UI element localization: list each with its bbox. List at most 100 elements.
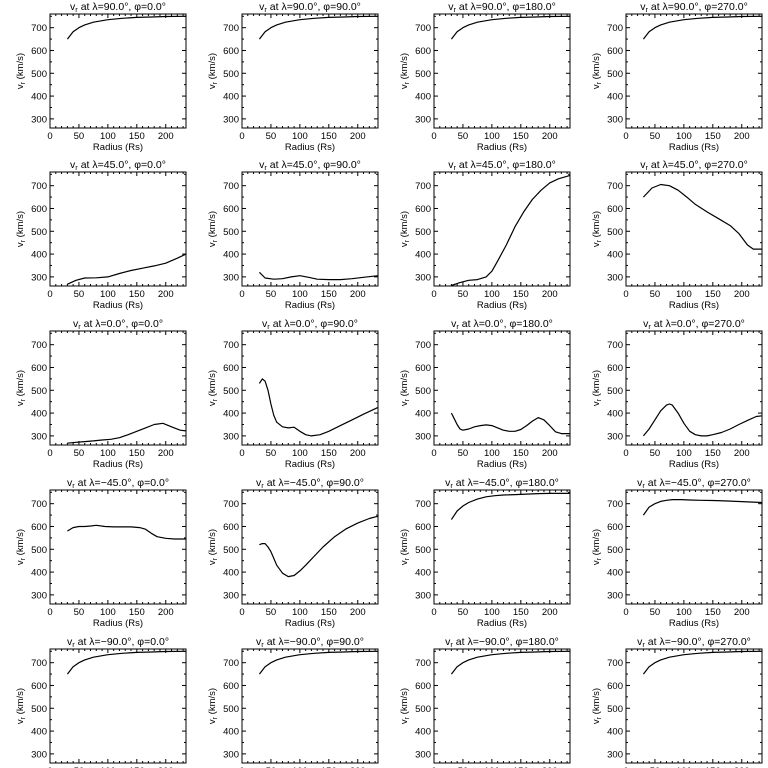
y-tick-label: 600 — [607, 46, 623, 57]
x-tick-label: 150 — [705, 131, 721, 142]
series-line — [67, 524, 186, 540]
y-tick-label: 400 — [31, 727, 47, 738]
y-tick-label: 700 — [223, 658, 239, 669]
y-tick-label: 600 — [415, 363, 431, 374]
y-tick-label: 300 — [223, 114, 239, 125]
y-tick-label: 700 — [31, 23, 47, 34]
x-axis-label: Radius (Rs) — [93, 142, 143, 153]
chart-panel-9: vr at λ=0.0°, φ=0.0° 0 50 100 150 200 300 400 50… — [15, 318, 187, 470]
series-line — [67, 253, 187, 285]
x-axis-label: Radius (Rs) — [93, 459, 143, 470]
y-axis-label: vr (km/s) — [591, 53, 603, 89]
plot-frame — [625, 330, 763, 446]
x-axis-label: Radius (Rs) — [93, 618, 143, 629]
y-tick-label: 300 — [607, 431, 623, 442]
plot-frame — [241, 330, 379, 446]
x-tick-label: 0 — [623, 131, 628, 142]
y-tick-label: 700 — [31, 340, 47, 351]
y-tick-label: 400 — [415, 409, 431, 420]
x-axis-label: Radius (Rs) — [285, 618, 335, 629]
plot-frame — [241, 171, 379, 287]
x-tick-label: 50 — [650, 448, 661, 459]
x-axis-label: Radius (Rs) — [477, 459, 527, 470]
x-tick-label: 50 — [266, 766, 277, 768]
chart-panel-4: vr at λ=90.0°, φ=270.0° 0 50 100 150 200 300 40… — [591, 1, 763, 153]
series-line — [450, 15, 571, 40]
chart-panel-1: vr at λ=90.0°, φ=0.0° 0 50 100 150 200 300 400 5… — [15, 1, 187, 153]
y-tick-label: 700 — [607, 181, 623, 192]
x-tick-label: 50 — [650, 607, 661, 618]
y-tick-label: 500 — [223, 69, 239, 80]
series-line — [66, 15, 187, 40]
x-tick-label: 200 — [158, 131, 174, 142]
x-tick-label: 150 — [513, 131, 529, 142]
y-tick-label: 400 — [31, 409, 47, 420]
y-tick-label: 700 — [223, 23, 239, 34]
chart-title: vr at λ=0.0°, φ=180.0° — [451, 318, 553, 331]
x-tick-label: 200 — [350, 607, 366, 618]
y-tick-label: 400 — [415, 568, 431, 579]
y-tick-label: 400 — [607, 568, 623, 579]
y-tick-label: 500 — [415, 227, 431, 238]
x-tick-label: 100 — [676, 131, 692, 142]
x-tick-label: 100 — [100, 289, 116, 300]
chart-title: vr at λ=−90.0°, φ=180.0° — [445, 636, 559, 649]
y-tick-label: 300 — [223, 590, 239, 601]
x-axis-label: Radius (Rs) — [669, 618, 719, 629]
x-tick-label: 50 — [74, 131, 85, 142]
y-tick-label: 500 — [31, 386, 47, 397]
chart-title: vr at λ=−45.0°, φ=0.0° — [67, 477, 169, 490]
x-tick-label: 150 — [513, 289, 529, 300]
series-line — [642, 183, 762, 250]
x-tick-label: 150 — [129, 766, 145, 768]
x-tick-label: 0 — [239, 766, 244, 768]
x-tick-label: 150 — [513, 607, 529, 618]
y-axis-label: vr (km/s) — [207, 211, 219, 247]
y-axis-label: vr (km/s) — [399, 53, 411, 89]
chart-title: vr at λ=−45.0°, φ=180.0° — [445, 477, 559, 490]
y-tick-label: 600 — [607, 681, 623, 692]
chart-title: vr at λ=−90.0°, φ=90.0° — [256, 636, 364, 649]
series-line — [642, 15, 763, 40]
y-axis-label: vr (km/s) — [15, 53, 27, 89]
chart-title: vr at λ=45.0°, φ=90.0° — [259, 159, 361, 172]
y-tick-label: 300 — [31, 749, 47, 760]
series-line — [258, 378, 379, 437]
y-axis-label: vr (km/s) — [207, 688, 219, 724]
x-tick-label: 0 — [623, 289, 628, 300]
x-tick-label: 200 — [350, 448, 366, 459]
y-tick-label: 600 — [607, 363, 623, 374]
y-tick-label: 400 — [415, 250, 431, 261]
y-axis-label: vr (km/s) — [207, 370, 219, 406]
chart-title: vr at λ=−45.0°, φ=270.0° — [637, 477, 751, 490]
x-tick-label: 150 — [321, 607, 337, 618]
y-tick-label: 300 — [31, 114, 47, 125]
chart-title: vr at λ=90.0°, φ=0.0° — [70, 1, 166, 14]
y-tick-label: 700 — [415, 499, 431, 510]
x-tick-label: 50 — [74, 289, 85, 300]
x-axis-label: Radius (Rs) — [669, 142, 719, 153]
plot-frame — [433, 648, 571, 764]
chart-panel-13: vr at λ=−45.0°, φ=0.0° 0 50 100 150 200 300 400… — [15, 477, 187, 629]
x-tick-label: 50 — [458, 766, 469, 768]
plot-frame — [49, 648, 187, 764]
y-tick-label: 500 — [31, 545, 47, 556]
x-tick-label: 50 — [266, 607, 277, 618]
y-tick-label: 500 — [415, 69, 431, 80]
y-tick-label: 700 — [607, 499, 623, 510]
x-tick-label: 50 — [74, 607, 85, 618]
y-tick-label: 400 — [223, 250, 239, 261]
chart-panel-16: vr at λ=−45.0°, φ=270.0° 0 50 100 150 200 300 4… — [591, 477, 763, 629]
series-line — [258, 271, 379, 281]
x-tick-label: 200 — [542, 131, 558, 142]
chart-panel-20: vr at λ=−90.0°, φ=270.0° 0 50 100 150 200 300 4… — [591, 636, 763, 768]
y-tick-label: 400 — [31, 92, 47, 103]
series-line — [451, 174, 571, 287]
y-tick-label: 700 — [31, 499, 47, 510]
x-tick-label: 50 — [458, 607, 469, 618]
y-tick-label: 400 — [223, 727, 239, 738]
x-tick-label: 50 — [266, 448, 277, 459]
series-line — [450, 650, 571, 675]
x-tick-label: 150 — [321, 131, 337, 142]
